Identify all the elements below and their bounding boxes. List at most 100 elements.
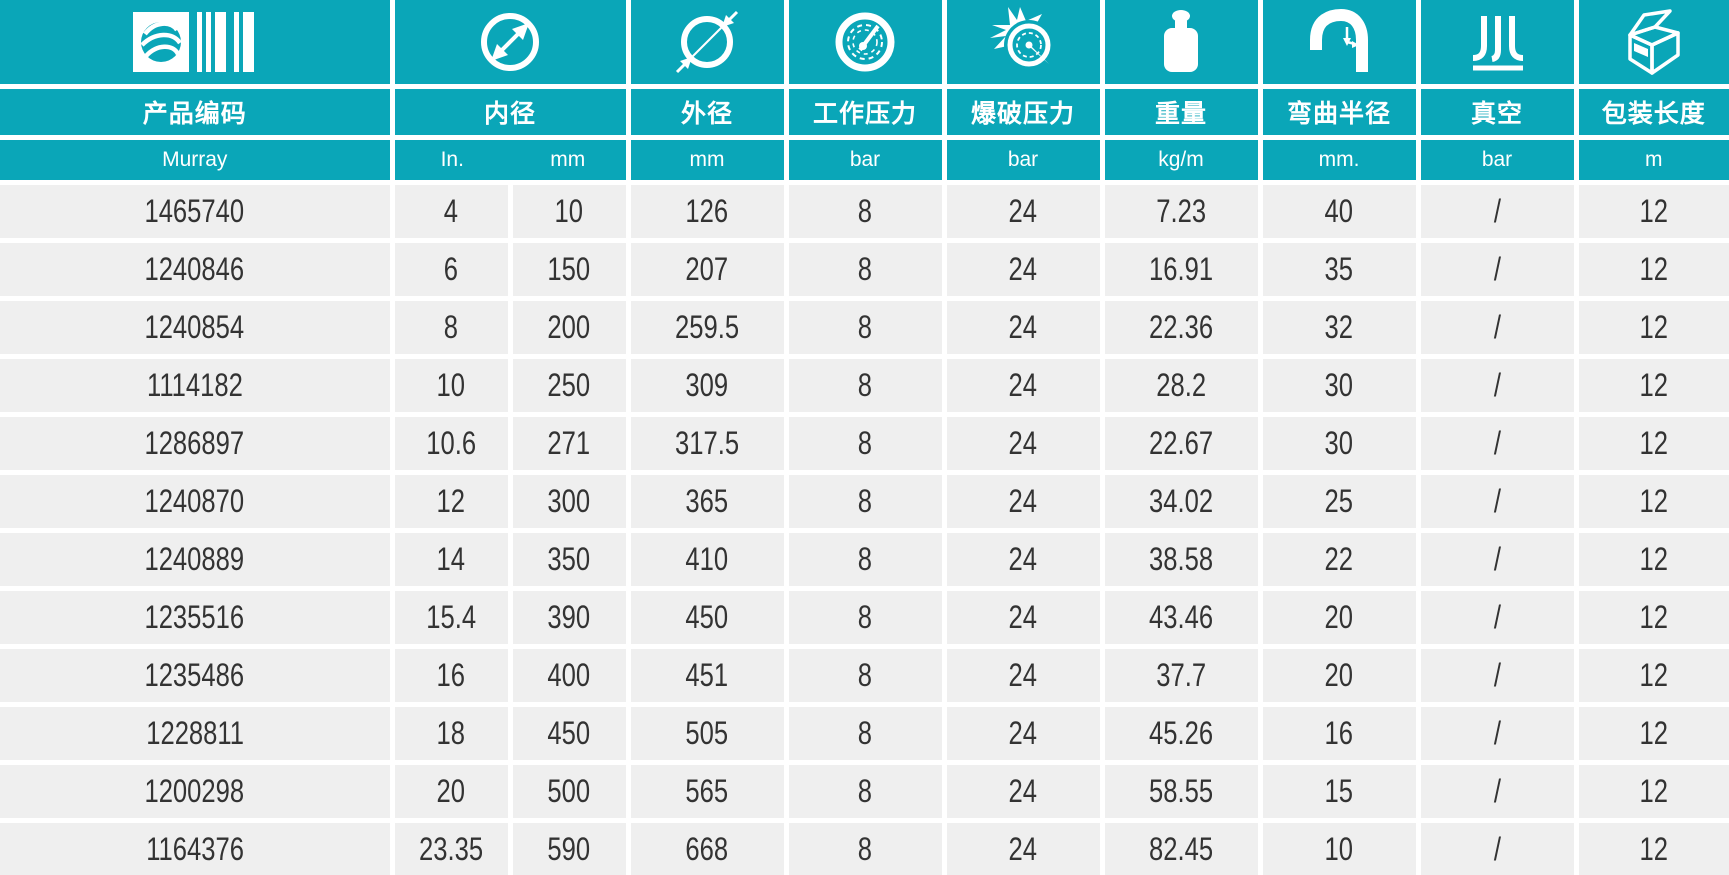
- unit-cell-inner-diameter: In. mm: [389, 135, 631, 185]
- cell-bend-radius: 30: [1257, 354, 1421, 417]
- cell-working-pressure: 8: [783, 470, 947, 533]
- cell-inner-diameter-mm: 400: [507, 644, 631, 707]
- cell-packing-length: 12: [1573, 818, 1729, 875]
- header-cell-outer-diameter: 外径: [625, 84, 789, 140]
- cell-burst-pressure: 24: [941, 702, 1105, 765]
- cell-bend-radius: 10: [1257, 818, 1421, 875]
- cell-working-pressure: 8: [783, 702, 947, 765]
- cell-inner-diameter-mm: 10: [507, 180, 631, 243]
- icon-cell-working-pressure: [783, 0, 947, 89]
- cell-burst-pressure: 24: [941, 296, 1105, 359]
- cell-bend-radius: 40: [1257, 180, 1421, 243]
- table-row: 1286897 10.6 271 317.5 8 24 22.67 30 / 1…: [0, 412, 1729, 475]
- cell-burst-pressure: 24: [941, 644, 1105, 707]
- icon-cell-packing-length: [1573, 0, 1729, 89]
- cell-weight: 34.02: [1099, 470, 1263, 533]
- unit-header-row: Murray In. mm mm bar bar kg/m mm. bar m: [0, 135, 1729, 185]
- cell-inner-diameter-mm: 500: [507, 760, 631, 823]
- cell-burst-pressure: 24: [941, 586, 1105, 649]
- unit-cell-weight: kg/m: [1099, 135, 1263, 185]
- cell-packing-length: 12: [1573, 354, 1729, 417]
- unit-cell-burst-pressure: bar: [941, 135, 1105, 185]
- cell-inner-diameter-mm: 390: [507, 586, 631, 649]
- cell-product-code: 1164376: [0, 818, 395, 875]
- header-cell-vacuum: 真空: [1415, 84, 1579, 140]
- icon-cell-weight: [1099, 0, 1263, 89]
- cell-weight: 45.26: [1099, 702, 1263, 765]
- cell-burst-pressure: 24: [941, 238, 1105, 301]
- unit-cell-outer-diameter: mm: [625, 135, 789, 185]
- cell-inner-diameter-mm: 271: [507, 412, 631, 475]
- cell-inner-diameter-mm: 300: [507, 470, 631, 533]
- icon-cell-outer-diameter: [625, 0, 789, 89]
- cell-packing-length: 12: [1573, 238, 1729, 301]
- cell-packing-length: 12: [1573, 180, 1729, 243]
- cell-product-code: 1240870: [0, 470, 395, 533]
- cell-packing-length: 12: [1573, 702, 1729, 765]
- cell-bend-radius: 25: [1257, 470, 1421, 533]
- cell-product-code: 1235516: [0, 586, 395, 649]
- cell-outer-diameter: 410: [625, 528, 789, 591]
- cell-inner-diameter-in: 15.4: [389, 586, 513, 649]
- cell-working-pressure: 8: [783, 586, 947, 649]
- cell-vacuum: /: [1415, 470, 1579, 533]
- unit-inner-diameter-in: In.: [440, 148, 464, 171]
- cell-outer-diameter: 565: [625, 760, 789, 823]
- cell-outer-diameter: 309: [625, 354, 789, 417]
- cell-outer-diameter: 450: [625, 586, 789, 649]
- cell-product-code: 1240854: [0, 296, 395, 359]
- cell-outer-diameter: 451: [625, 644, 789, 707]
- cell-packing-length: 12: [1573, 644, 1729, 707]
- cell-working-pressure: 8: [783, 412, 947, 475]
- unit-cell-brand: Murray: [0, 135, 395, 185]
- icon-cell-inner-diameter: [389, 0, 631, 89]
- cell-inner-diameter-mm: 590: [507, 818, 631, 875]
- cell-bend-radius: 35: [1257, 238, 1421, 301]
- barcode-icon: [132, 12, 254, 72]
- cell-weight: 43.46: [1099, 586, 1263, 649]
- cell-working-pressure: 8: [783, 180, 947, 243]
- unit-inner-diameter-mm: mm: [550, 148, 586, 171]
- cell-working-pressure: 8: [783, 238, 947, 301]
- cell-inner-diameter-in: 14: [389, 528, 513, 591]
- cell-product-code: 1286897: [0, 412, 395, 475]
- cell-weight: 22.67: [1099, 412, 1263, 475]
- table-row: 1240889 14 350 410 8 24 38.58 22 / 12: [0, 528, 1729, 591]
- vacuum-icon: [1472, 16, 1524, 71]
- header-cell-inner-diameter: 内径: [389, 84, 631, 140]
- cell-vacuum: /: [1415, 354, 1579, 417]
- cell-product-code: 1200298: [0, 760, 395, 823]
- cell-bend-radius: 22: [1257, 528, 1421, 591]
- cell-packing-length: 12: [1573, 412, 1729, 475]
- unit-cell-vacuum: bar: [1415, 135, 1579, 185]
- cell-burst-pressure: 24: [941, 818, 1105, 875]
- icon-cell-bend-radius: [1257, 0, 1421, 89]
- cell-product-code: 1114182: [0, 354, 395, 417]
- cell-inner-diameter-mm: 200: [507, 296, 631, 359]
- cell-weight: 7.23: [1099, 180, 1263, 243]
- table-body: 1465740 4 10 126 8 24 7.23 40 / 12 12408…: [0, 180, 1729, 875]
- bend-radius-icon: [1310, 8, 1368, 72]
- header-cell-burst-pressure: 爆破压力: [941, 84, 1105, 140]
- table-row: 1114182 10 250 309 8 24 28.2 30 / 12: [0, 354, 1729, 417]
- cell-bend-radius: 20: [1257, 644, 1421, 707]
- cell-inner-diameter-in: 12: [389, 470, 513, 533]
- cell-vacuum: /: [1415, 180, 1579, 243]
- cell-burst-pressure: 24: [941, 354, 1105, 417]
- cell-bend-radius: 16: [1257, 702, 1421, 765]
- icon-cell-vacuum: [1415, 0, 1579, 89]
- cell-outer-diameter: 668: [625, 818, 789, 875]
- cell-vacuum: /: [1415, 412, 1579, 475]
- cell-packing-length: 12: [1573, 528, 1729, 591]
- cell-weight: 38.58: [1099, 528, 1263, 591]
- cell-outer-diameter: 126: [625, 180, 789, 243]
- cell-weight: 28.2: [1099, 354, 1263, 417]
- outer-diameter-icon: [675, 10, 739, 74]
- cell-outer-diameter: 365: [625, 470, 789, 533]
- cell-bend-radius: 20: [1257, 586, 1421, 649]
- table-row: 1235516 15.4 390 450 8 24 43.46 20 / 12: [0, 586, 1729, 649]
- cell-packing-length: 12: [1573, 760, 1729, 823]
- cell-product-code: 1465740: [0, 180, 395, 243]
- table-row: 1164376 23.35 590 668 8 24 82.45 10 / 12: [0, 818, 1729, 875]
- cell-inner-diameter-in: 23.35: [389, 818, 513, 875]
